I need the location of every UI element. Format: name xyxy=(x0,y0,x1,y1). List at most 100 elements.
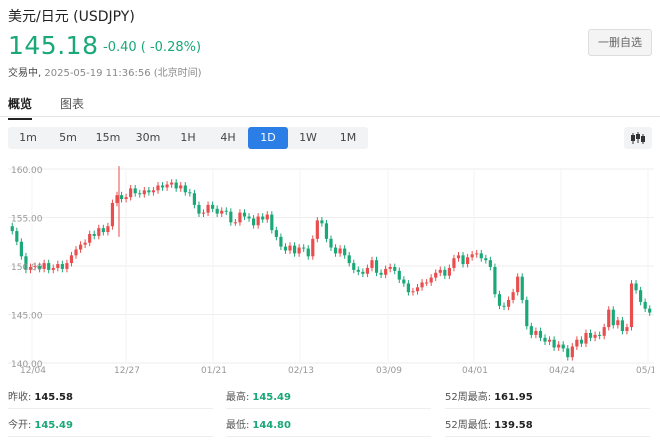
price-change: -0.40 ( -0.28%) xyxy=(103,40,202,55)
tab-chart[interactable]: 图表 xyxy=(60,97,85,111)
tabs-divider xyxy=(0,116,660,117)
period-selector: 1m 5m 15m 30m 1H 4H 1D 1W 1M xyxy=(8,127,368,149)
candle-body xyxy=(142,190,146,195)
candle-body xyxy=(570,346,574,358)
candle-body xyxy=(434,272,438,278)
y-tick-label: 140.00 xyxy=(11,360,43,370)
candle-body xyxy=(201,212,206,214)
candle-body xyxy=(579,339,584,344)
candle-body xyxy=(347,255,351,264)
candle-body xyxy=(10,226,14,232)
candle-body xyxy=(365,267,370,274)
candle-body xyxy=(311,238,315,257)
candle-body xyxy=(447,267,451,276)
period-30m[interactable]: 30m xyxy=(135,131,161,144)
period-1h[interactable]: 1H xyxy=(180,131,196,144)
candle-body xyxy=(456,255,461,259)
candle-body xyxy=(151,190,156,193)
candle-body xyxy=(338,248,342,254)
period-4h[interactable]: 4H xyxy=(220,131,236,144)
candle-body xyxy=(616,320,620,326)
candle-body xyxy=(516,276,520,293)
candle-body xyxy=(170,182,174,185)
candle-body xyxy=(42,263,46,269)
candle-body xyxy=(393,266,397,271)
candle-body xyxy=(265,214,269,220)
candle-body xyxy=(188,192,192,194)
candle-body xyxy=(557,344,561,348)
candle-body xyxy=(611,309,615,326)
candle-body xyxy=(625,327,629,331)
candle-body xyxy=(475,253,479,255)
divider xyxy=(445,436,650,437)
trading-state: 交易中, xyxy=(8,68,42,79)
price-chart[interactable]: 160.00 155.00 150.00 145.00 140.00 12/04 12/27… xyxy=(8,157,654,375)
candle-body xyxy=(547,339,552,342)
candle-body xyxy=(33,266,37,267)
candle-body xyxy=(124,197,128,200)
period-1m[interactable]: 1m xyxy=(19,131,37,144)
candle-body xyxy=(566,348,570,358)
divider xyxy=(226,408,431,409)
candle-body xyxy=(97,228,101,236)
period-5m[interactable]: 5m xyxy=(59,131,77,144)
candle-body xyxy=(274,230,278,237)
candle-body xyxy=(279,236,283,247)
remove-watchlist-button[interactable]: 一删自选 xyxy=(588,29,652,56)
candle-body xyxy=(484,258,488,261)
candle-body xyxy=(648,308,652,313)
candle-body xyxy=(643,301,647,309)
candle-body xyxy=(270,214,274,231)
candle-body xyxy=(106,226,110,233)
timestamp: 2025-05-19 11:36:56 (北京时间) xyxy=(44,68,202,79)
candle-body xyxy=(165,184,169,188)
stat-52w-low: 52周最低: 139.58 xyxy=(445,420,533,431)
period-1mo[interactable]: 1M xyxy=(339,131,357,144)
candle-body xyxy=(379,272,383,275)
x-tick-label: 03/09 xyxy=(376,366,402,375)
candle-body xyxy=(588,332,593,338)
candle-body xyxy=(425,282,429,284)
candle-body xyxy=(552,339,556,348)
candle-body xyxy=(534,330,538,335)
chart-type-button[interactable] xyxy=(624,127,652,149)
period-15m[interactable]: 15m xyxy=(95,131,121,144)
x-tick-label: 05/1 xyxy=(636,366,654,375)
candle-body xyxy=(639,290,643,302)
candle-body xyxy=(65,263,69,269)
candle-body xyxy=(69,255,74,264)
candle-body xyxy=(302,247,306,249)
period-1w[interactable]: 1W xyxy=(299,131,317,144)
candle-body xyxy=(329,238,333,248)
y-tick-label: 160.00 xyxy=(11,166,43,176)
candle-body xyxy=(352,263,356,270)
candle-body xyxy=(160,185,165,188)
candle-body xyxy=(356,269,360,272)
candle-body xyxy=(206,204,210,213)
candle-body xyxy=(525,299,529,327)
x-tick-label: 12/04 xyxy=(20,366,46,375)
candle-body xyxy=(306,248,310,257)
tab-overview[interactable]: 概览 xyxy=(8,95,33,120)
candle-body xyxy=(28,266,33,270)
candle-body xyxy=(238,212,242,223)
stat-52w-high: 52周最高: 161.95 xyxy=(445,392,533,403)
stat-high: 最高: 145.49 xyxy=(226,392,291,403)
candle-body xyxy=(256,216,260,226)
candle-body xyxy=(129,188,133,198)
candle-body xyxy=(420,282,424,288)
candle-body xyxy=(38,266,42,269)
candle-body xyxy=(324,223,329,239)
divider xyxy=(8,436,213,437)
current-price: 145.18 xyxy=(8,31,99,60)
candle-body xyxy=(511,292,515,300)
candle-body xyxy=(429,277,433,283)
candle-body xyxy=(538,330,543,338)
candle-body xyxy=(297,247,301,254)
period-1d[interactable]: 1D xyxy=(248,127,288,149)
candle-body xyxy=(620,320,624,331)
x-tick-label: 12/27 xyxy=(114,366,140,375)
candle-body xyxy=(488,260,492,267)
candle-body xyxy=(211,204,215,209)
